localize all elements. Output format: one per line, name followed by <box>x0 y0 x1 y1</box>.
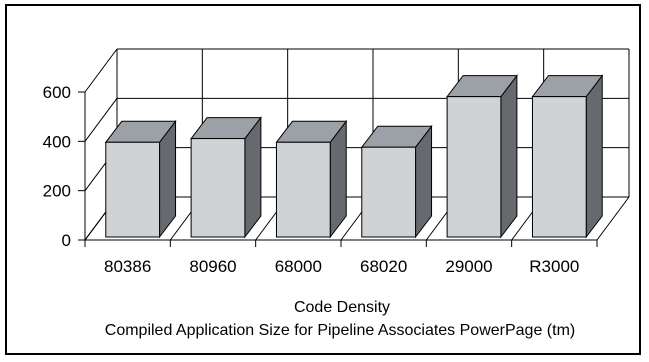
x-axis: 80386 80960 68000 68020 29000 R3000 <box>104 257 579 276</box>
bar <box>104 119 177 239</box>
x-tick-label: 68000 <box>275 257 322 276</box>
gridline-side <box>84 98 118 142</box>
x-tick-label: 29000 <box>445 257 492 276</box>
x-tick-label: R3000 <box>529 257 579 276</box>
y-tick-label: 0 <box>62 231 71 250</box>
chart-subtitle: Compiled Application Size for Pipeline A… <box>105 322 575 339</box>
bar <box>531 74 604 239</box>
x-tick-label: 80386 <box>104 257 151 276</box>
x-tick-label: 80960 <box>189 257 236 276</box>
x-tick-label: 68020 <box>360 257 407 276</box>
bar-front <box>190 138 246 238</box>
bar-front <box>361 146 417 238</box>
bar-side <box>585 74 603 239</box>
chart-title: Code Density <box>294 299 390 316</box>
bar <box>275 119 348 239</box>
chart-bars <box>104 74 604 239</box>
y-tick-label: 400 <box>43 132 71 151</box>
y-axis: 0 200 400 600 <box>43 83 598 250</box>
bar <box>190 116 262 239</box>
gridline-side <box>84 48 118 93</box>
floor-divider <box>596 196 630 241</box>
bar-side <box>500 74 518 239</box>
bar <box>360 124 433 239</box>
bar-front <box>275 141 331 238</box>
y-tick-label: 600 <box>43 83 71 102</box>
y-tick-label: 200 <box>43 182 71 201</box>
bar-front <box>531 96 587 238</box>
bar-front <box>446 96 502 238</box>
bar <box>446 74 518 239</box>
bar-front <box>105 141 161 238</box>
